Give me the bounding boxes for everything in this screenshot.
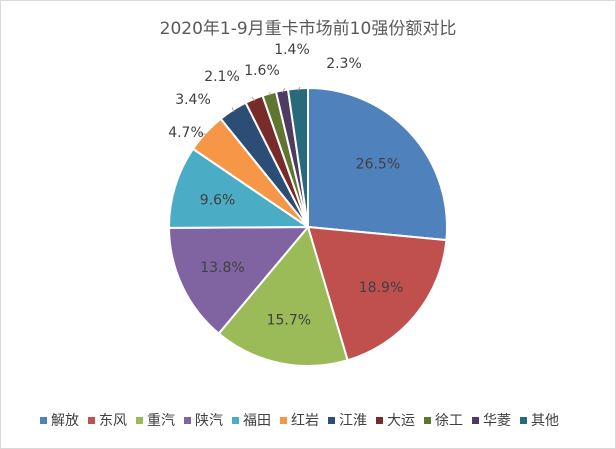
data-label-华菱: 1.4%: [274, 42, 310, 58]
legend-swatch: [136, 416, 143, 424]
data-label-大运: 2.1%: [204, 69, 240, 85]
legend-swatch: [232, 416, 239, 424]
legend-item-福田: 福田: [232, 410, 271, 430]
data-label-其他: 2.3%: [326, 56, 362, 72]
legend-label: 大运: [387, 413, 415, 429]
legend-swatch: [328, 416, 335, 424]
leader-line-大运: [251, 96, 256, 102]
legend-item-其他: 其他: [520, 410, 559, 430]
data-label-红岩: 4.7%: [168, 125, 204, 141]
legend-label: 红岩: [291, 413, 319, 429]
legend-label: 解放: [51, 413, 79, 429]
legend-label: 东风: [99, 413, 127, 429]
legend-item-东风: 东风: [88, 410, 127, 430]
leader-line-华菱: [281, 87, 286, 93]
legend-label: 陕汽: [195, 413, 223, 429]
pie-slice-其他: [286, 86, 309, 228]
data-label-徐工: 1.6%: [244, 63, 280, 79]
pie-slice-解放: [307, 86, 448, 242]
legend-item-解放: 解放: [40, 410, 79, 430]
legend-label: 徐工: [435, 413, 463, 429]
pie-slice-东风: [306, 225, 448, 362]
pie-slice-重汽: [217, 224, 349, 367]
data-label-重汽: 15.7%: [267, 313, 311, 329]
legend-swatch: [472, 416, 479, 424]
legend-swatch: [184, 416, 191, 424]
legend-swatch: [40, 416, 47, 424]
legend-label: 重汽: [147, 413, 175, 429]
data-label-东风: 18.9%: [359, 280, 403, 296]
legend-label: 其他: [531, 413, 559, 429]
chart-title: 2020年1-9月重卡市场前10强份额对比: [159, 19, 457, 39]
data-label-陕汽: 13.8%: [200, 260, 244, 276]
legend-swatch: [280, 416, 287, 424]
data-label-江淮: 3.4%: [175, 92, 211, 108]
legend-item-徐工: 徐工: [424, 410, 463, 430]
legend-swatch: [424, 416, 431, 424]
chart-legend: 解放 东风 重汽 陕汽 福田 红岩 江淮 大运 徐工 华菱 其他: [40, 409, 600, 431]
data-label-福田: 9.6%: [200, 192, 236, 208]
legend-item-红岩: 红岩: [280, 410, 319, 430]
legend-item-重汽: 重汽: [136, 410, 175, 430]
pie-slice-福田: [168, 147, 312, 229]
legend-item-大运: 大运: [376, 410, 415, 430]
legend-swatch: [520, 416, 527, 424]
legend-label: 华菱: [483, 413, 511, 429]
legend-item-华菱: 华菱: [472, 410, 511, 430]
pie-slice-陕汽: [167, 225, 311, 335]
legend-item-陕汽: 陕汽: [184, 410, 223, 430]
leader-line-其他: [297, 86, 301, 91]
legend-swatch: [376, 416, 383, 424]
legend-item-江淮: 江淮: [328, 410, 367, 430]
legend-swatch: [88, 416, 95, 424]
leader-line-江淮: [231, 106, 235, 112]
legend-label: 福田: [243, 413, 271, 429]
legend-label: 江淮: [339, 413, 367, 429]
data-label-解放: 26.5%: [356, 156, 400, 172]
